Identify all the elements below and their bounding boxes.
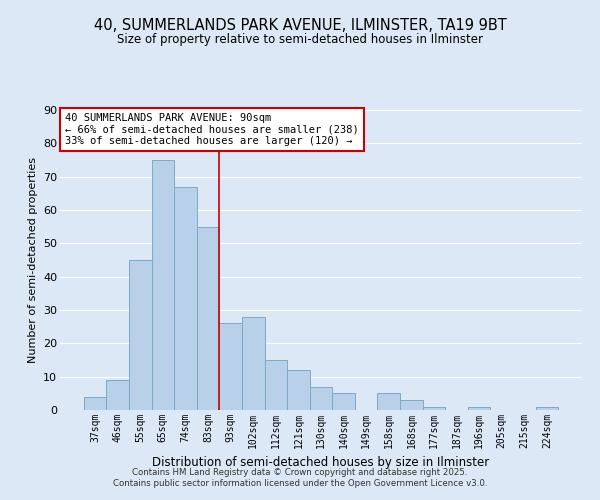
Bar — [377, 394, 400, 410]
Bar — [84, 396, 106, 410]
Bar — [287, 370, 310, 410]
Bar — [106, 380, 129, 410]
Bar — [468, 406, 490, 410]
Bar — [197, 226, 220, 410]
Bar — [310, 386, 332, 410]
Bar — [129, 260, 152, 410]
Bar — [332, 394, 355, 410]
Text: 40, SUMMERLANDS PARK AVENUE, ILMINSTER, TA19 9BT: 40, SUMMERLANDS PARK AVENUE, ILMINSTER, … — [94, 18, 506, 32]
Bar — [400, 400, 422, 410]
Bar — [422, 406, 445, 410]
Bar — [220, 324, 242, 410]
Bar — [174, 186, 197, 410]
Text: Contains HM Land Registry data © Crown copyright and database right 2025.
Contai: Contains HM Land Registry data © Crown c… — [113, 468, 487, 487]
Text: Size of property relative to semi-detached houses in Ilminster: Size of property relative to semi-detach… — [117, 32, 483, 46]
X-axis label: Distribution of semi-detached houses by size in Ilminster: Distribution of semi-detached houses by … — [152, 456, 490, 469]
Bar — [265, 360, 287, 410]
Bar — [242, 316, 265, 410]
Y-axis label: Number of semi-detached properties: Number of semi-detached properties — [28, 157, 38, 363]
Text: 40 SUMMERLANDS PARK AVENUE: 90sqm
← 66% of semi-detached houses are smaller (238: 40 SUMMERLANDS PARK AVENUE: 90sqm ← 66% … — [65, 113, 359, 146]
Bar — [152, 160, 174, 410]
Bar — [536, 406, 558, 410]
